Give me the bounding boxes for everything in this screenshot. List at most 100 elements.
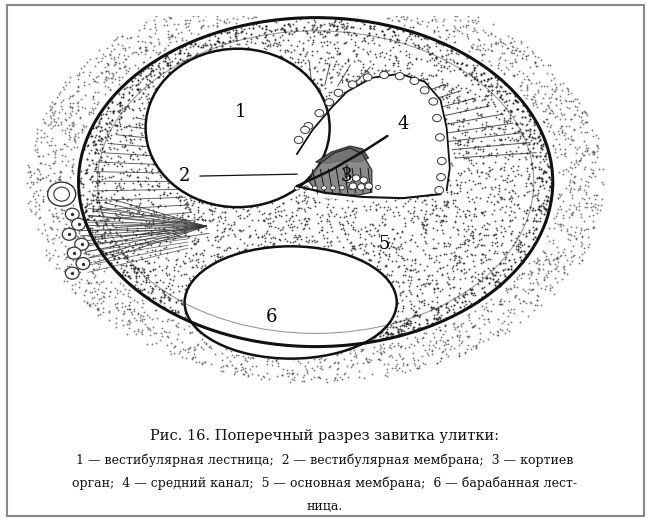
Point [467, 195, 477, 203]
Point [277, 247, 287, 255]
Point [592, 142, 602, 151]
Point [354, 73, 364, 82]
Point [580, 117, 590, 126]
Point [530, 209, 541, 218]
Point [398, 278, 408, 286]
Point [406, 70, 417, 79]
Point [210, 267, 220, 276]
Point [181, 202, 192, 210]
Point [252, 241, 263, 249]
Point [107, 251, 117, 259]
Point [454, 258, 464, 266]
Point [105, 247, 115, 256]
Point [240, 29, 251, 37]
Point [422, 96, 433, 104]
Point [374, 246, 385, 254]
Point [172, 68, 183, 77]
Point [566, 184, 576, 192]
Point [339, 370, 349, 378]
Point [497, 239, 507, 247]
Point [522, 188, 532, 196]
Point [332, 30, 343, 38]
Point [385, 51, 395, 59]
Point [190, 53, 201, 61]
Point [454, 212, 465, 220]
Point [413, 19, 424, 27]
Point [46, 124, 57, 132]
Point [467, 16, 478, 24]
Point [532, 152, 542, 160]
Point [434, 344, 445, 352]
Point [158, 68, 168, 77]
Point [431, 280, 441, 289]
Point [593, 134, 603, 143]
Point [81, 166, 92, 175]
Point [114, 73, 124, 81]
Point [513, 240, 523, 248]
Point [498, 232, 508, 240]
Point [438, 95, 448, 103]
Point [465, 69, 476, 78]
Point [274, 202, 284, 210]
Point [292, 197, 303, 206]
Point [97, 164, 107, 172]
Point [117, 271, 127, 279]
Point [192, 193, 203, 201]
Point [594, 206, 604, 214]
Point [165, 64, 176, 72]
Point [593, 144, 603, 153]
Point [136, 255, 147, 263]
Point [272, 24, 283, 33]
Point [567, 252, 578, 260]
Point [488, 20, 498, 29]
Point [196, 264, 206, 272]
Point [423, 254, 434, 263]
Point [409, 358, 419, 367]
Point [515, 81, 526, 89]
Point [121, 235, 131, 244]
Point [222, 244, 232, 252]
Point [250, 39, 260, 47]
Point [176, 11, 186, 19]
Point [465, 289, 476, 297]
Point [316, 217, 326, 226]
Point [336, 19, 346, 28]
Point [190, 325, 201, 333]
Point [460, 288, 470, 296]
Point [338, 224, 348, 232]
Point [506, 229, 516, 238]
Point [150, 306, 160, 314]
Point [175, 49, 185, 57]
Point [381, 272, 391, 280]
Point [133, 76, 143, 84]
Point [83, 279, 93, 287]
Point [339, 39, 350, 47]
Point [418, 359, 428, 368]
Point [363, 249, 374, 257]
Point [516, 86, 526, 95]
Point [276, 371, 287, 379]
Point [533, 264, 543, 272]
Point [490, 281, 501, 289]
Point [94, 204, 105, 212]
Polygon shape [297, 74, 450, 201]
Point [121, 262, 131, 270]
Point [586, 165, 596, 173]
Point [461, 268, 471, 276]
Text: орган;  4 — средний канал;  5 — основная мембрана;  6 — барабанная лест-: орган; 4 — средний канал; 5 — основная м… [73, 477, 577, 490]
Point [376, 343, 387, 351]
Point [432, 358, 442, 367]
Point [185, 51, 195, 59]
Point [68, 213, 78, 221]
Point [412, 363, 423, 371]
Point [317, 81, 327, 89]
Point [137, 230, 148, 238]
Point [122, 146, 132, 154]
Point [439, 80, 450, 89]
Point [114, 120, 125, 128]
Point [200, 10, 210, 19]
Point [307, 35, 318, 44]
Point [505, 39, 515, 47]
Point [102, 59, 112, 67]
Point [500, 184, 511, 193]
